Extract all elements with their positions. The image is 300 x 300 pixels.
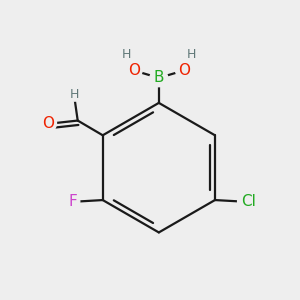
Text: H: H <box>70 88 80 101</box>
Circle shape <box>238 190 260 213</box>
Circle shape <box>150 69 168 87</box>
Text: O: O <box>42 116 54 131</box>
Circle shape <box>65 194 80 209</box>
Circle shape <box>176 62 192 79</box>
Circle shape <box>185 48 198 61</box>
Text: H: H <box>187 48 196 61</box>
Text: O: O <box>178 63 190 78</box>
Text: B: B <box>154 70 164 86</box>
Circle shape <box>68 88 81 101</box>
Circle shape <box>40 115 56 132</box>
Circle shape <box>126 62 142 79</box>
Text: F: F <box>68 194 77 209</box>
Text: O: O <box>128 63 140 78</box>
Text: Cl: Cl <box>242 194 256 209</box>
Circle shape <box>120 48 133 61</box>
Text: H: H <box>122 48 131 61</box>
